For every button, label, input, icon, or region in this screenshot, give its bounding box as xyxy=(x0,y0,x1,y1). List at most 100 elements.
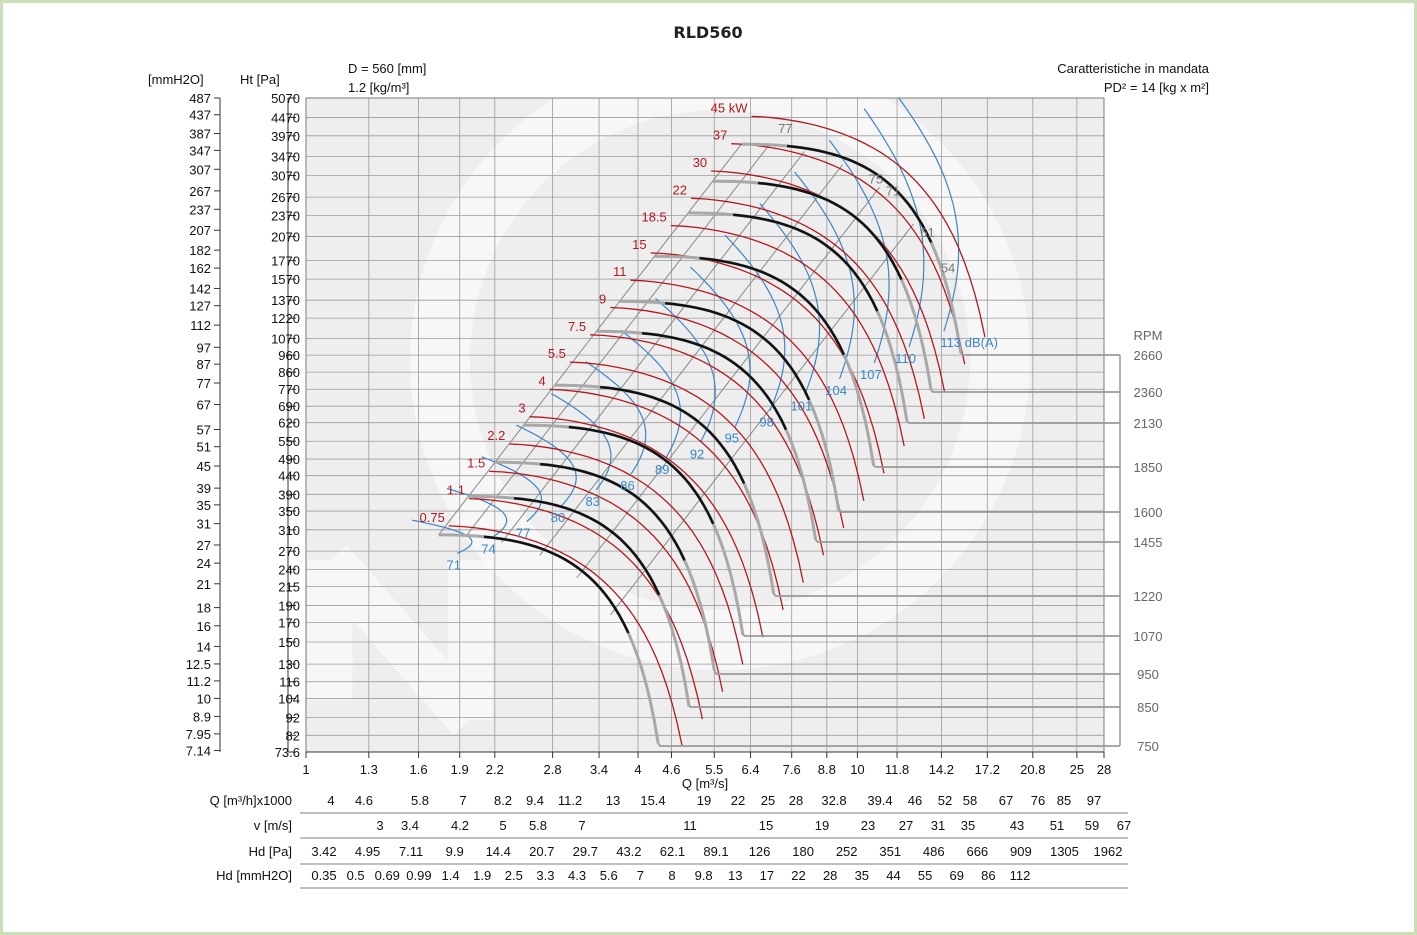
noise-curve-3 xyxy=(516,424,577,507)
pa-tick-label-8: 1770 xyxy=(271,254,300,269)
table-cell-1-6: 11 xyxy=(683,818,697,833)
power-curve-14 xyxy=(731,143,966,365)
efficiency-line-5 xyxy=(610,223,914,616)
power-curve-8 xyxy=(610,306,845,529)
x-tick-label-11: 7.6 xyxy=(783,762,801,777)
mm-tick-label-10: 142 xyxy=(189,281,211,296)
x-tick-label-12: 8.8 xyxy=(818,762,836,777)
pa-tick-label-28: 170 xyxy=(278,616,300,631)
power-curve-9 xyxy=(630,279,865,501)
table-cell-0-8: 15.4 xyxy=(640,793,665,808)
rpm-value-2130: 2130 xyxy=(1134,416,1163,431)
power-label-13: 30 xyxy=(693,155,707,170)
table-cell-0-7: 13 xyxy=(606,793,620,808)
rpm-value-2660: 2660 xyxy=(1134,348,1163,363)
mm-tick-label-1: 437 xyxy=(189,108,211,123)
x-axis: 1 1.3 1.6 1.9 2.2 2.8 3.4 4 4.6 5.5 6.4 7.6 8.8 10 11.… xyxy=(302,751,1111,777)
noise-curve-7 xyxy=(655,298,716,443)
table-cell-0-10: 22 xyxy=(731,793,745,808)
power-curve-7 xyxy=(590,334,825,556)
pa-tick-label-3: 3470 xyxy=(271,150,300,165)
x-tick-label-7: 4 xyxy=(634,762,641,777)
pa-tick-label-30: 130 xyxy=(278,657,300,672)
mm-tick-label-20: 39 xyxy=(197,481,211,496)
x-axis-label: Q [m³/s] xyxy=(682,776,728,791)
table-cell-0-21: 97 xyxy=(1087,793,1101,808)
pa-tick-label-11: 1220 xyxy=(271,311,300,326)
rpm-leader-2660 xyxy=(960,352,1120,356)
pa-tick-label-22: 350 xyxy=(278,504,300,519)
efficiency-label-1: 75 xyxy=(869,171,883,186)
table-cell-0-3: 7 xyxy=(459,793,466,808)
table-cell-3-14: 17 xyxy=(760,868,774,883)
pa-tick-label-2: 3970 xyxy=(271,129,300,144)
x-tick-label-19: 28 xyxy=(1097,762,1111,777)
table-cell-3-1: 0.5 xyxy=(347,868,365,883)
y-left-label: [mmH2O] xyxy=(148,72,204,87)
pa-tick-label-1: 4470 xyxy=(271,110,300,125)
mm-tick-label-0: 487 xyxy=(189,91,211,106)
x-tick-label-10: 6.4 xyxy=(742,762,760,777)
table-cell-1-15: 59 xyxy=(1085,818,1099,833)
pa-tick-label-18: 550 xyxy=(278,434,300,449)
table-cell-1-14: 51 xyxy=(1050,818,1064,833)
power-curve-15 xyxy=(751,115,986,338)
speed-curve-2660 xyxy=(786,144,933,243)
x-tick-label-17: 20.8 xyxy=(1020,762,1045,777)
power-label-2: 1.5 xyxy=(467,455,485,470)
pa-tick-label-10: 1370 xyxy=(271,293,300,308)
power-curve-2 xyxy=(489,470,724,692)
power-curve-11 xyxy=(670,224,905,447)
power-curve-4 xyxy=(529,416,764,638)
table-cell-3-6: 2.5 xyxy=(505,868,523,883)
mm-tick-label-26: 18 xyxy=(197,601,211,616)
pa-tick-label-4: 3070 xyxy=(271,169,300,184)
table-cell-2-12: 252 xyxy=(836,844,858,859)
table-cell-0-5: 9.4 xyxy=(526,793,544,808)
table-cell-2-4: 14.4 xyxy=(486,844,511,859)
speed-curve-750 xyxy=(483,535,630,634)
table-cell-3-9: 5.6 xyxy=(600,868,618,883)
chart-title: RLD560 xyxy=(673,23,742,42)
x-tick-label-4: 2.2 xyxy=(486,762,504,777)
power-label-15: 45 kW xyxy=(711,100,749,115)
table-cell-3-22: 112 xyxy=(1010,868,1031,883)
table-cell-2-14: 486 xyxy=(923,844,945,859)
y-axis-mmh2o: 4874373873473072672372071821621421271129… xyxy=(186,91,221,758)
rpm-leader-750 xyxy=(657,742,1120,747)
table-cell-3-16: 28 xyxy=(823,868,837,883)
speed-curve-1220 xyxy=(600,385,746,484)
mm-tick-label-19: 45 xyxy=(197,459,211,474)
table-cell-2-10: 126 xyxy=(749,844,771,859)
mm-tick-label-16: 67 xyxy=(197,398,211,413)
power-label-9: 11 xyxy=(613,264,627,279)
rpm-value-1220: 1220 xyxy=(1134,589,1163,604)
noise-label-0: 71 xyxy=(446,557,460,572)
power-label-14: 37 xyxy=(713,128,727,143)
power-curve-1 xyxy=(468,497,704,720)
mm-tick-label-6: 237 xyxy=(189,202,211,217)
table-cell-2-13: 351 xyxy=(879,844,901,859)
mm-tick-label-3: 347 xyxy=(189,143,211,158)
mm-tick-label-27: 16 xyxy=(197,619,211,634)
table-cell-1-1: 3.4 xyxy=(401,818,419,833)
rpm-leader-850 xyxy=(688,705,1120,708)
noise-label-14: 113 dB(A) xyxy=(940,335,998,350)
table-row-label-1: v [m/s] xyxy=(254,818,292,833)
speed-curves xyxy=(438,142,963,744)
mm-tick-label-7: 207 xyxy=(189,223,211,238)
mm-tick-label-14: 87 xyxy=(197,357,211,372)
table-cell-0-19: 76 xyxy=(1031,793,1045,808)
mm-tick-label-22: 31 xyxy=(197,517,211,532)
table-cell-0-12: 28 xyxy=(789,793,803,808)
pa-tick-label-7: 2070 xyxy=(271,229,300,244)
table-cell-1-12: 35 xyxy=(961,818,975,833)
efficiency-line-4 xyxy=(576,186,880,579)
table-cell-2-5: 20.7 xyxy=(529,844,554,859)
noise-label-13: 110 xyxy=(895,351,916,366)
pa-tick-label-29: 150 xyxy=(278,635,300,650)
mm-tick-label-5: 267 xyxy=(189,184,211,199)
x-tick-label-1: 1.3 xyxy=(360,762,378,777)
power-curve-6 xyxy=(569,361,804,583)
